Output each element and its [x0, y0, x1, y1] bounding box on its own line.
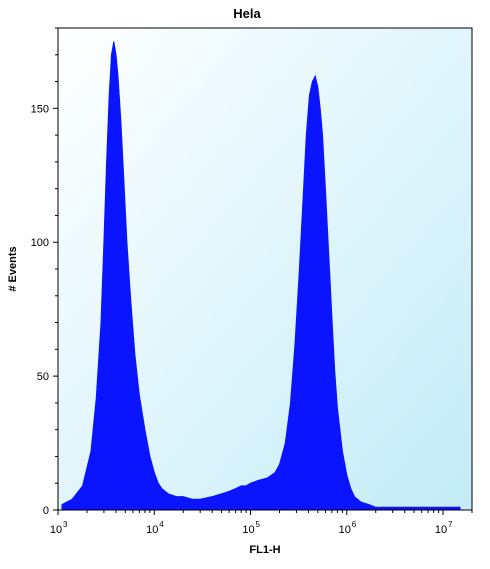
series-layer	[61, 41, 461, 511]
x-tick-label: 10	[435, 524, 447, 536]
x-tick-label: 10	[146, 524, 158, 536]
y-tick-label: 0	[43, 505, 49, 517]
x-tick-exponent: 6	[352, 520, 357, 529]
chart-title: Hela	[233, 6, 261, 21]
y-axis-label: # Events	[7, 246, 19, 291]
x-axis-label: FL1-H	[249, 544, 280, 556]
x-tick-label: 10	[242, 524, 254, 536]
x-tick-exponent: 5	[256, 520, 261, 529]
x-axis: 10 3 10 4 10 5 10 6 10 7	[50, 510, 473, 536]
y-tick-label: 150	[31, 103, 49, 115]
x-tick-label: 10	[50, 524, 62, 536]
y-tick-label: 50	[37, 371, 49, 383]
x-tick-exponent: 3	[63, 520, 68, 529]
y-axis: 0 50 100 150	[31, 27, 58, 517]
x-tick-exponent: 4	[159, 520, 164, 529]
x-tick-exponent: 7	[448, 520, 453, 529]
x-tick-label: 10	[339, 524, 351, 536]
y-tick-label: 100	[31, 237, 49, 249]
histogram-series-0	[61, 41, 461, 511]
